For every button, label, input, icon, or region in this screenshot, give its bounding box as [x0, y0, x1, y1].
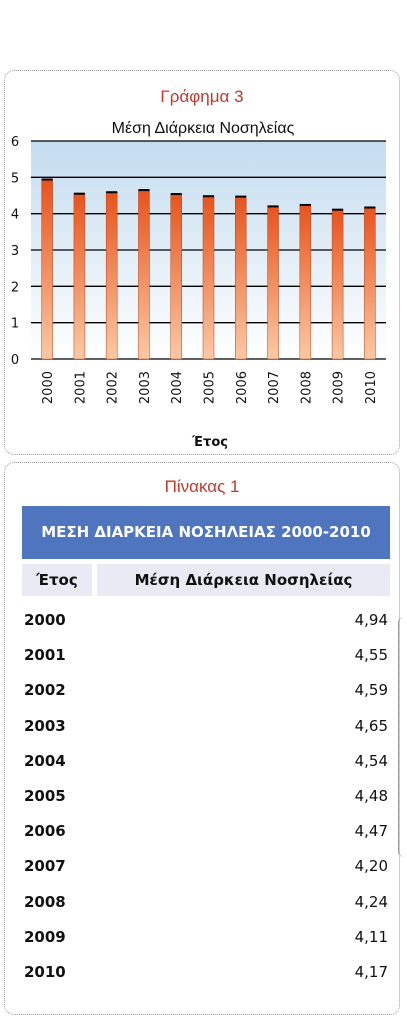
row-year: 2005: [24, 787, 66, 805]
row-year: 2003: [24, 716, 66, 735]
y-tick-label: 4: [11, 208, 19, 223]
table-caption: Πίνακας 1: [164, 477, 240, 496]
x-tick-label: 2008: [299, 371, 314, 404]
row-value: 4,59: [354, 681, 388, 700]
row-value: 4,11: [354, 927, 388, 946]
row-year: 2002: [24, 681, 66, 700]
row-year: 2004: [24, 751, 66, 770]
column-header-year: Έτος: [22, 564, 92, 596]
bar: [331, 209, 344, 360]
bar: [299, 204, 312, 360]
row-value: 4,24: [354, 892, 388, 911]
x-tick-label: 2007: [267, 371, 282, 404]
y-tick-label: 2: [11, 280, 19, 295]
table-row: 2000 4,94: [22, 605, 390, 635]
row-year: 2008: [24, 892, 66, 911]
bar: [105, 191, 118, 360]
y-tick-label: 0: [11, 353, 19, 368]
y-tick-label: 6: [11, 135, 19, 150]
y-tick-label: 3: [11, 244, 19, 259]
bar: [267, 206, 279, 360]
chart-panel: Γράφημα 3 Μέση Διάρκεια Νοσηλείας 0 1 2 3 4 5 6…: [4, 70, 400, 455]
table-row: 2009 4,11: [22, 922, 390, 952]
row-year: 2010: [24, 963, 66, 981]
table-row: 2002 4,59: [22, 675, 390, 705]
row-value: 4,17: [354, 963, 388, 981]
side-bracket-decoration: [398, 617, 407, 857]
table-row: 2008 4,24: [22, 887, 390, 917]
table-row: 2004 4,54: [22, 746, 390, 776]
x-tick-label: 2002: [106, 371, 121, 404]
row-value: 4,54: [354, 751, 388, 770]
row-value: 4,65: [354, 716, 388, 735]
bar: [41, 179, 53, 360]
row-value: 4,94: [354, 611, 388, 629]
bar: [364, 207, 376, 360]
row-value: 4,55: [354, 646, 388, 665]
table-row: 2005 4,48: [22, 781, 390, 811]
bar-chart: Μέση Διάρκεια Νοσηλείας 0 1 2 3 4 5 6 2000 2001 20…: [11, 120, 386, 450]
x-tick-label: 2009: [332, 371, 347, 404]
row-value: 4,20: [354, 857, 388, 876]
row-year: 2009: [24, 927, 66, 946]
bar: [202, 195, 215, 360]
x-tick-label: 2005: [203, 371, 218, 404]
bar: [235, 196, 247, 360]
table-row: 2001 4,55: [22, 640, 390, 670]
bar: [138, 189, 150, 360]
table-row: 2010 4,17: [22, 957, 390, 987]
column-header-duration: Μέση Διάρκεια Νοσηλείας: [97, 564, 390, 596]
x-tick-label: 2006: [235, 371, 250, 404]
x-tick-label: 2003: [138, 371, 153, 404]
row-year: 2001: [24, 646, 66, 665]
y-tick-label: 5: [11, 171, 19, 186]
x-tick-label: 2010: [364, 371, 379, 404]
table-row: 2006 4,47: [22, 816, 390, 846]
table-row: 2007 4,20: [22, 851, 390, 881]
chart-title: Μέση Διάρκεια Νοσηλείας: [112, 120, 295, 137]
x-tick-label: 2004: [170, 371, 185, 404]
row-year: 2006: [24, 822, 66, 841]
row-value: 4,47: [354, 822, 388, 841]
x-axis-title: Έτος: [191, 435, 228, 450]
table-title: ΜΕΣΗ ΔΙΑΡΚΕΙΑ ΝΟΣΗΛΕΙΑΣ 2000-2010: [22, 506, 390, 559]
y-tick-label: 1: [11, 317, 19, 332]
table-panel: Πίνακας 1 ΜΕΣΗ ΔΙΑΡΚΕΙΑ ΝΟΣΗΛΕΙΑΣ 2000-2…: [4, 462, 400, 1015]
chart-caption: Γράφημα 3: [160, 87, 244, 106]
row-year: 2007: [24, 857, 66, 876]
bar: [73, 193, 86, 360]
table-row: 2003 4,65: [22, 711, 390, 741]
row-value: 4,48: [354, 787, 388, 805]
x-tick-label: 2001: [73, 371, 88, 404]
x-tick-label: 2000: [41, 371, 56, 404]
bar: [170, 193, 182, 360]
row-year: 2000: [24, 611, 66, 629]
